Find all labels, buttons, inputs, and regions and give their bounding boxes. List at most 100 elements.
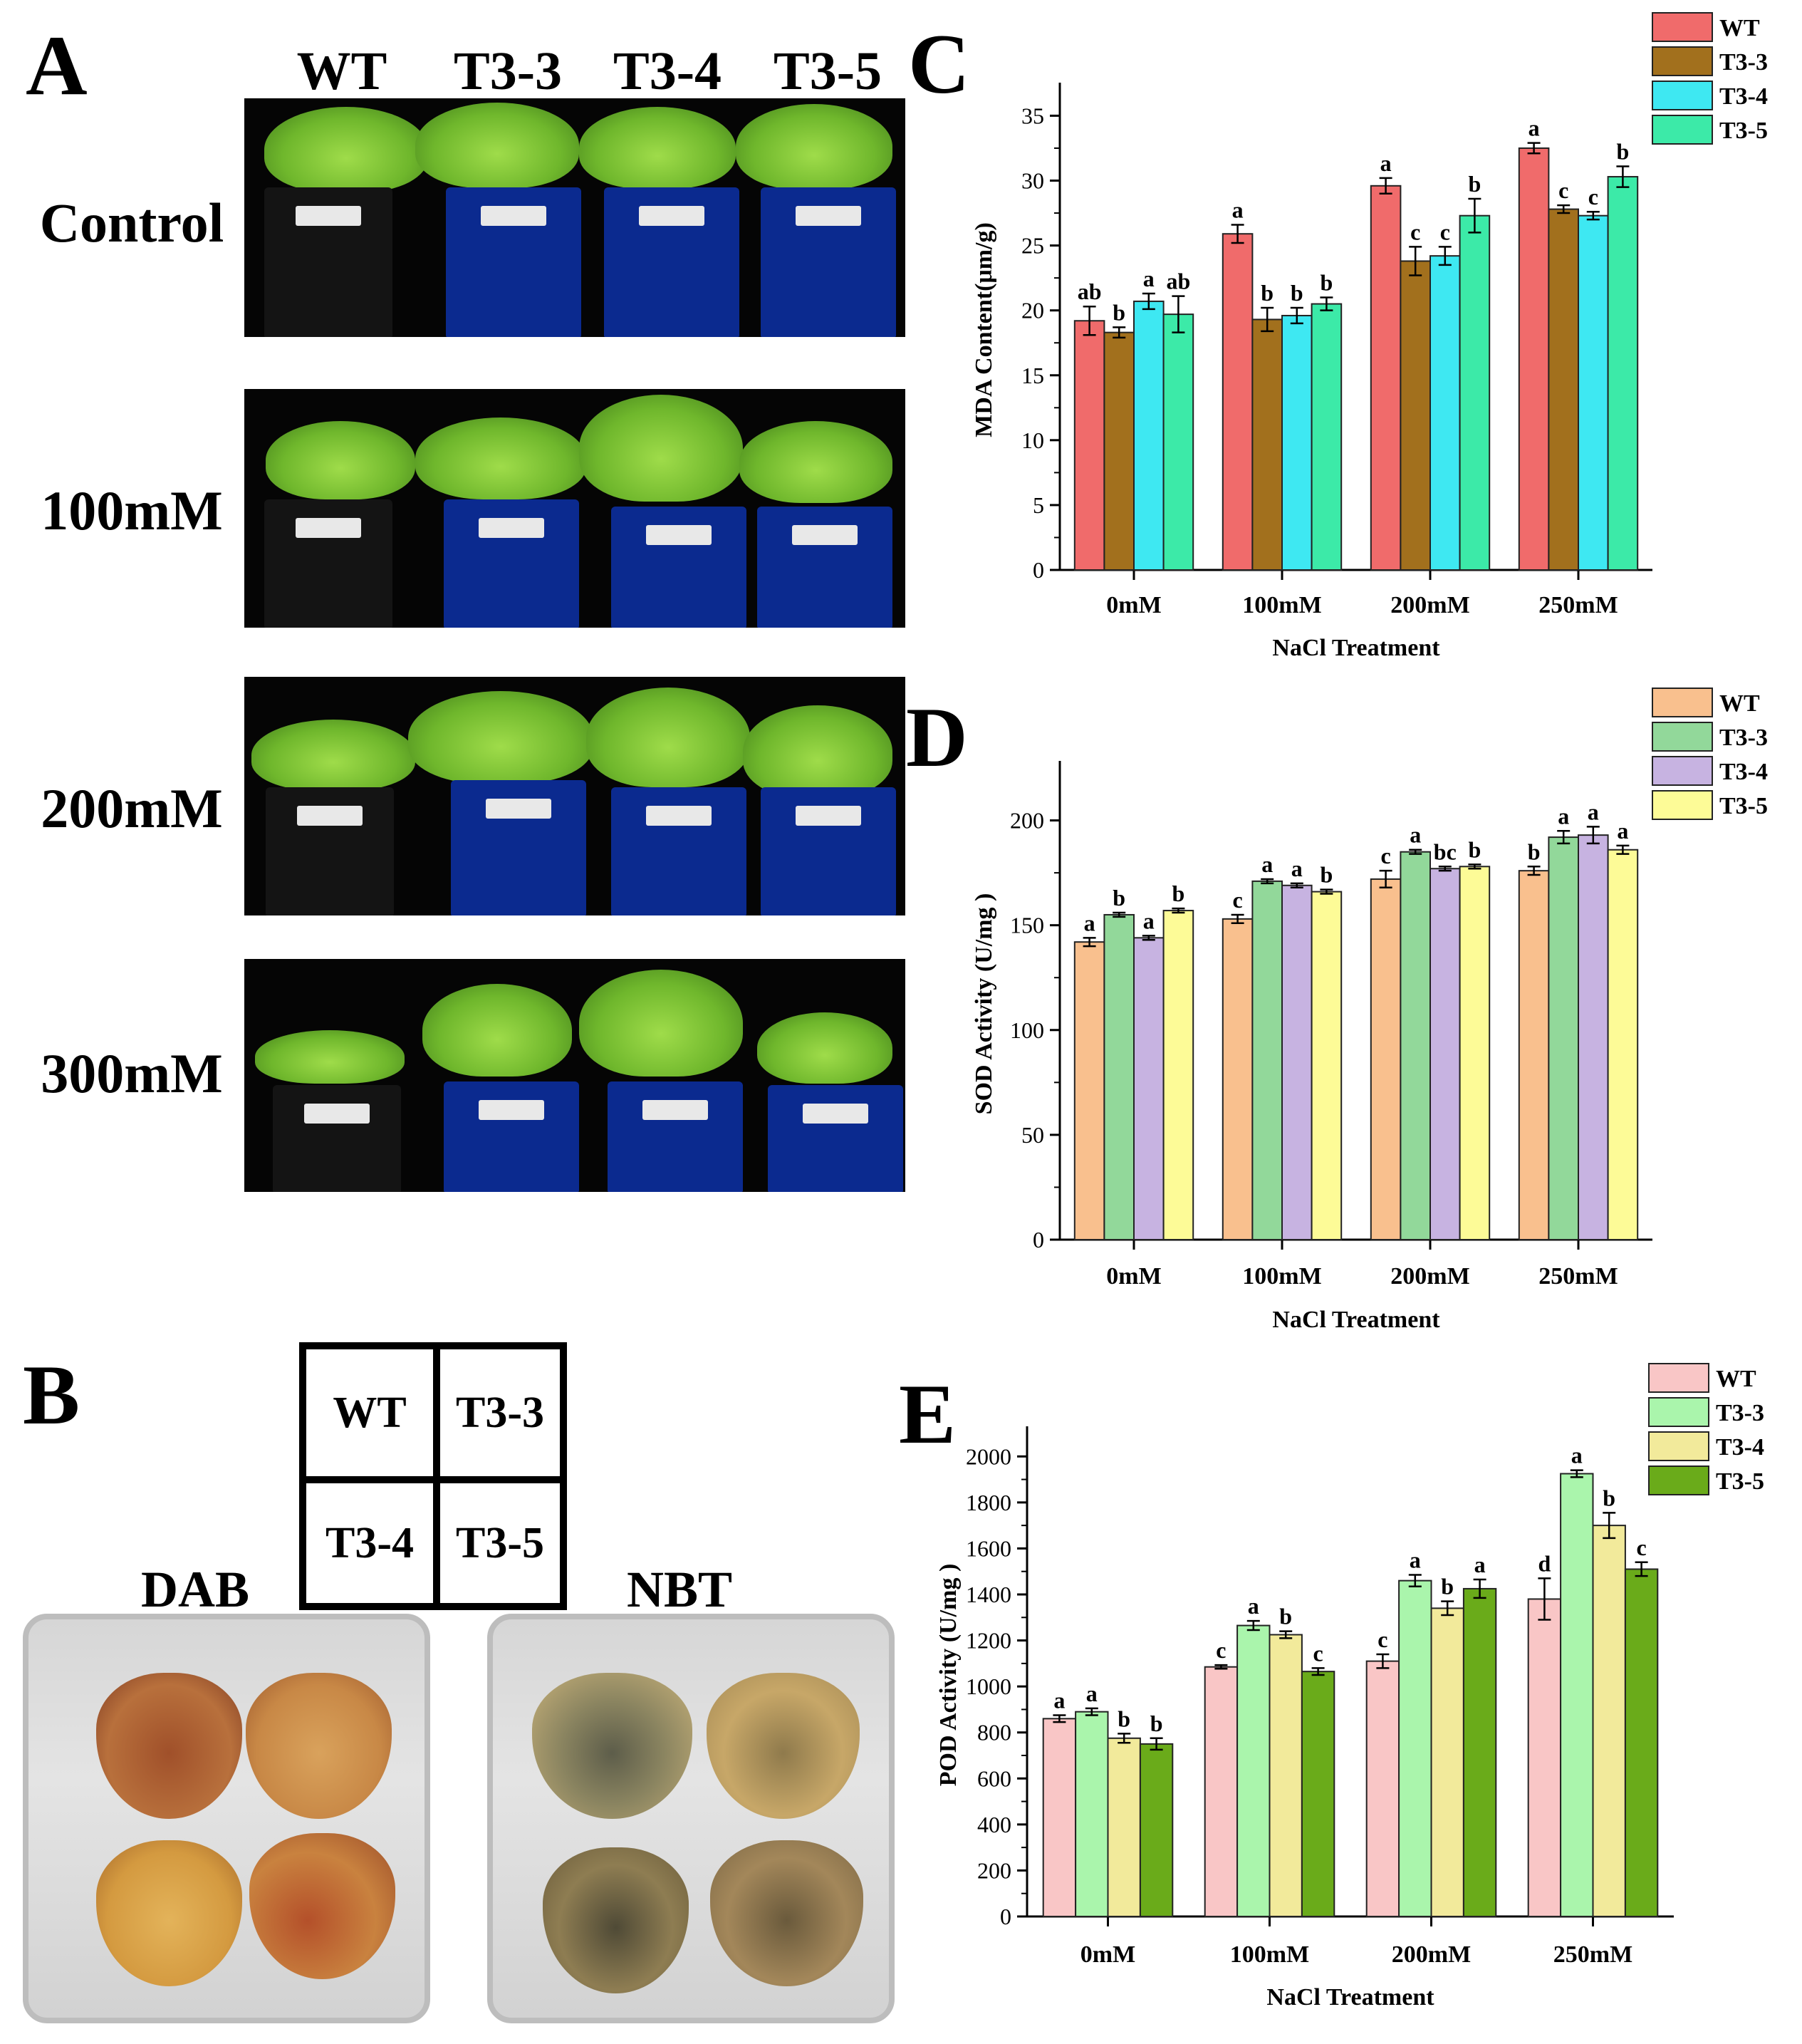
pot-t3-3 <box>446 187 581 337</box>
x-tick-label-200mm: 200mM <box>1392 1941 1471 1968</box>
leaf-t3-4-dab <box>96 1840 242 1986</box>
leaf-wt-nbt <box>532 1673 692 1819</box>
x-axis-label: NaCl Treatment <box>1266 1984 1434 2011</box>
x-axis: 0mM 100mM 200mM 250mM <box>1060 1238 1652 1290</box>
plant-t3-5 <box>757 1012 892 1084</box>
bar-t3-3-200mm <box>1400 260 1432 571</box>
x-tick-label-100mm: 100mM <box>1242 1263 1321 1290</box>
legend-label-t3-3: T3-3 <box>1719 725 1768 751</box>
pot-t3-5 <box>761 187 896 337</box>
legend-label-t3-4: T3-4 <box>1719 83 1768 110</box>
dab-label: DAB <box>141 1561 250 1618</box>
genotype-header-t3-4: T3-4 <box>613 41 722 101</box>
bar-t3-5-250mm <box>1624 1568 1659 1917</box>
legend-label-wt: WT <box>1719 15 1760 41</box>
bar-t3-5-250mm <box>1607 176 1639 571</box>
legend-swatch-wt <box>1652 12 1713 42</box>
legend-label-t3-3: T3-3 <box>1716 1400 1764 1426</box>
leaf-t3-3-nbt <box>707 1673 860 1819</box>
bar-wt-200mm <box>1370 185 1402 571</box>
significance-letter: a <box>1588 799 1599 824</box>
x-axis-label: NaCl Treatment <box>1272 1307 1440 1333</box>
pot-t3-5 <box>768 1085 903 1192</box>
y-tick-label: 5 <box>1033 492 1044 518</box>
y-tick-label: 0 <box>1000 1904 1011 1929</box>
bar-t3-3-0mm <box>1103 913 1135 1240</box>
significance-letter: bc <box>1434 839 1457 864</box>
x-tick-label-250mm: 250mM <box>1538 592 1618 618</box>
y-tick-label: 200 <box>1010 808 1044 834</box>
pot-wt <box>264 187 392 337</box>
bar-wt-100mm <box>1204 1666 1239 1917</box>
bar-t3-4-100mm <box>1269 1634 1303 1917</box>
bar-t3-4-200mm <box>1429 255 1461 571</box>
y-tick-label: 1600 <box>966 1535 1011 1561</box>
plant-t3-4 <box>579 107 736 189</box>
pot-t3-3 <box>444 499 579 628</box>
x-tick-label-250mm: 250mM <box>1553 1941 1632 1968</box>
significance-letter: c <box>1377 1627 1387 1652</box>
bar-t3-5-200mm <box>1459 214 1491 571</box>
genotype-header-t3-5: T3-5 <box>774 41 882 101</box>
plant-t3-5 <box>739 421 892 503</box>
significance-letter: b <box>1617 138 1630 164</box>
bar-t3-5-100mm <box>1311 891 1343 1240</box>
significance-letter: c <box>1313 1640 1323 1666</box>
x-tick-label-0mm: 0mM <box>1106 592 1161 618</box>
leaf-t3-5-nbt <box>710 1840 863 1986</box>
significance-letter: b <box>1172 881 1185 906</box>
legend: WT T3-3 T3-4 T3-5 <box>1652 12 1768 145</box>
bar-t3-5-100mm <box>1301 1671 1335 1917</box>
bar-t3-3-250mm <box>1560 1473 1594 1917</box>
legend-swatch-t3-3 <box>1652 46 1713 76</box>
key-cell-wt: WT <box>333 1388 407 1437</box>
mda-chart: WT T3-3 T3-4 T3-5 0 5 10 15 20 25 30 35 0mM 100mM 20… <box>971 12 1768 661</box>
significance-letter: a <box>1474 1552 1486 1577</box>
x-tick-label-100mm: 100mM <box>1230 1941 1309 1968</box>
legend-swatch-t3-5 <box>1652 790 1713 820</box>
key-cell-t3-3: T3-3 <box>433 1349 560 1476</box>
pot-t3-5 <box>761 787 896 915</box>
legend-label-t3-3: T3-3 <box>1719 49 1768 76</box>
y-tick-label: 25 <box>1021 233 1044 259</box>
bar-wt-0mm <box>1073 941 1105 1240</box>
bar-t3-4-100mm <box>1281 314 1313 571</box>
y-tick-label: 10 <box>1021 427 1044 453</box>
significance-letter: b <box>1261 280 1274 306</box>
plant-t3-5 <box>736 104 892 190</box>
legend-swatch-t3-5 <box>1648 1465 1709 1495</box>
legend-swatch-t3-4 <box>1652 81 1713 110</box>
leaf-t3-5-dab <box>249 1833 395 1979</box>
row-label-300mm: 300mM <box>41 1042 223 1104</box>
significance-letter: b <box>1150 1711 1163 1736</box>
pot-t3-4 <box>608 1081 743 1192</box>
y-axis-label: POD Activity (U/mg ) <box>935 1564 962 1787</box>
pot-wt <box>266 787 394 915</box>
bar-wt-200mm <box>1370 878 1402 1240</box>
legend-label-t3-4: T3-4 <box>1719 759 1768 785</box>
significance-letter: b <box>1469 836 1481 862</box>
bar-wt-200mm <box>1365 1660 1400 1917</box>
y-tick-label: 35 <box>1021 103 1044 128</box>
panel-e-letter: E <box>899 1366 957 1461</box>
bar-t3-4-200mm <box>1430 1607 1464 1917</box>
significance-letter: c <box>1410 219 1420 244</box>
key-cell-t3-5: T3-5 <box>433 1476 560 1603</box>
y-tick-label: 600 <box>977 1765 1011 1791</box>
plant-wt <box>264 107 428 192</box>
y-tick-label: 1800 <box>966 1490 1011 1515</box>
significance-letter: b <box>1113 299 1125 325</box>
significance-letter: a <box>1558 803 1569 829</box>
significance-letter: b <box>1528 839 1541 864</box>
row-label-control: Control <box>39 192 224 254</box>
legend-label-t3-5: T3-5 <box>1719 118 1768 144</box>
y-tick-label: 50 <box>1021 1122 1044 1148</box>
bar-t3-5-200mm <box>1459 866 1491 1241</box>
bar-t3-3-0mm <box>1103 331 1135 571</box>
plant-t3-4 <box>579 970 743 1077</box>
y-tick-label: 15 <box>1021 363 1044 388</box>
panel-b-letter: B <box>23 1347 80 1442</box>
pot-wt <box>264 499 392 628</box>
nbt-label: NBT <box>627 1561 733 1618</box>
